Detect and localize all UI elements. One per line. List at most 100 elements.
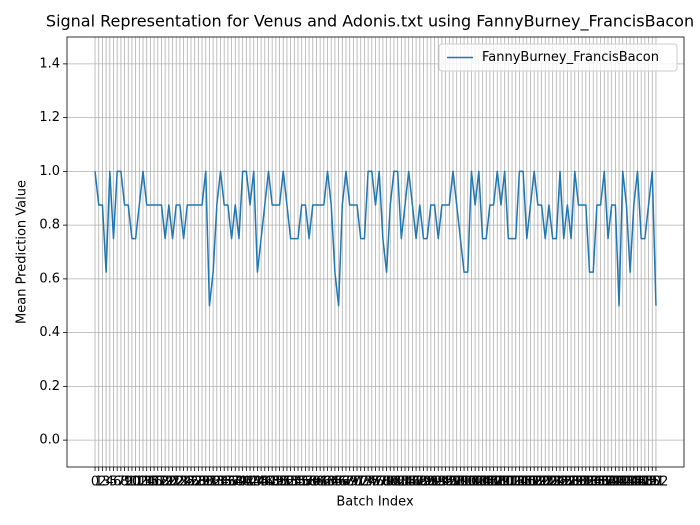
x-tick-label: 33 [209, 475, 226, 490]
x-tick-label: 30 [197, 475, 214, 490]
x-tick-label: 44 [249, 475, 266, 490]
x-tick-label: 31 [201, 475, 218, 490]
x-tick-label: 70 [345, 475, 362, 490]
x-tick-label: 121 [529, 475, 554, 490]
x-tick-label: 65 [327, 475, 344, 490]
x-tick-label: 139 [596, 475, 621, 490]
legend-label: FannyBurney_FrancisBacon [482, 50, 659, 65]
x-tick-label: 68 [338, 475, 355, 490]
x-tick-label: 0 [91, 475, 99, 490]
x-tick-label: 50 [271, 475, 288, 490]
x-tick-label: 48 [264, 475, 281, 490]
line-series [94, 170, 657, 307]
x-tick-label: 115 [507, 475, 532, 490]
x-tick-label: 143 [610, 475, 635, 490]
x-tick-label: 82 [389, 475, 406, 490]
y-tick-label: 1.2 [39, 110, 60, 125]
x-tick-label: 87 [408, 475, 425, 490]
x-tick-label: 54 [286, 475, 303, 490]
x-tick-label: 45 [253, 475, 270, 490]
x-tick-label: 41 [238, 475, 255, 490]
x-tick-label: 61 [312, 475, 329, 490]
x-tick-label: 141 [603, 475, 628, 490]
x-tick-label: 94 [434, 475, 451, 490]
x-tick-label: 100 [452, 475, 477, 490]
x-tick-label: 137 [588, 475, 613, 490]
x-tick-label: 142 [607, 475, 632, 490]
x-tick-label: 95 [437, 475, 454, 490]
x-tick-label: 72 [352, 475, 369, 490]
x-tick-label: 105 [470, 475, 495, 490]
x-tick-label: 145 [618, 475, 643, 490]
x-axis-label: Batch Index [336, 495, 414, 510]
x-tick-label: 90 [419, 475, 436, 490]
x-tick-label: 19 [157, 475, 174, 490]
x-tick-label: 109 [485, 475, 510, 490]
x-tick-label: 113 [500, 475, 525, 490]
x-tick-label: 49 [268, 475, 285, 490]
x-tick-label: 83 [393, 475, 410, 490]
x-tick-label: 106 [474, 475, 499, 490]
x-tick-label: 119 [522, 475, 547, 490]
x-tick-label: 2 [98, 475, 106, 490]
x-tick-label: 75 [364, 475, 381, 490]
x-tick-label: 43 [245, 475, 262, 490]
x-tick-label: 67 [334, 475, 351, 490]
x-tick-label: 101 [455, 475, 480, 490]
x-tick-label: 80 [382, 475, 399, 490]
x-tick-label: 110 [489, 475, 514, 490]
x-tick-label: 138 [592, 475, 617, 490]
x-tick-label: 102 [459, 475, 484, 490]
x-tick-label: 107 [477, 475, 502, 490]
x-tick-label: 130 [562, 475, 587, 490]
x-tick-label: 46 [257, 475, 274, 490]
x-tick-label: 111 [492, 475, 517, 490]
x-tick-label: 6 [113, 475, 121, 490]
x-tick-label: 140 [599, 475, 624, 490]
x-tick-label: 98 [448, 475, 465, 490]
x-tick-label: 114 [503, 475, 528, 490]
x-tick-label: 47 [260, 475, 277, 490]
y-axis-label: Mean Prediction Value [15, 180, 30, 324]
y-tick-label: 1.0 [39, 164, 60, 179]
x-tick-label: 73 [356, 475, 373, 490]
x-tick-label: 144 [614, 475, 639, 490]
x-tick-label: 117 [514, 475, 539, 490]
x-tick-label: 150 [636, 475, 661, 490]
x-tick-label: 127 [551, 475, 576, 490]
x-tick-label: 3 [102, 475, 110, 490]
x-tick-label: 12 [131, 475, 148, 490]
x-tick-label: 92 [426, 475, 443, 490]
x-tick-label: 147 [625, 475, 650, 490]
x-tick-label: 10 [124, 475, 141, 490]
x-tick-label: 135 [581, 475, 606, 490]
y-tick-label: 0.4 [39, 325, 60, 340]
x-tick-label: 59 [304, 475, 321, 490]
x-tick-label: 97 [445, 475, 462, 490]
x-tick-label: 17 [150, 475, 167, 490]
x-tick-label: 62 [316, 475, 333, 490]
x-tick-label: 104 [466, 475, 491, 490]
axes-frame [66, 36, 685, 468]
x-tick-label: 16 [146, 475, 163, 490]
x-tick-label: 9 [124, 475, 132, 490]
x-tick-label: 148 [629, 475, 654, 490]
x-tick-label: 18 [153, 475, 170, 490]
x-tick-label: 74 [360, 475, 377, 490]
x-tick-label: 81 [386, 475, 403, 490]
x-tick-label: 120 [525, 475, 550, 490]
y-tick-label: 0.2 [39, 379, 60, 394]
x-tick-label: 21 [164, 475, 181, 490]
x-tick-label: 136 [584, 475, 609, 490]
x-tick-label: 35 [216, 475, 233, 490]
x-tick-label: 22 [168, 475, 185, 490]
x-tick-label: 38 [227, 475, 244, 490]
x-tick-label: 122 [533, 475, 558, 490]
x-tick-label: 36 [220, 475, 237, 490]
x-tick-label: 40 [234, 475, 251, 490]
x-tick-label: 25 [179, 475, 196, 490]
x-tick-label: 78 [375, 475, 392, 490]
x-tick-label: 1 [95, 475, 103, 490]
x-tick-label: 26 [183, 475, 200, 490]
legend-box [438, 43, 678, 72]
